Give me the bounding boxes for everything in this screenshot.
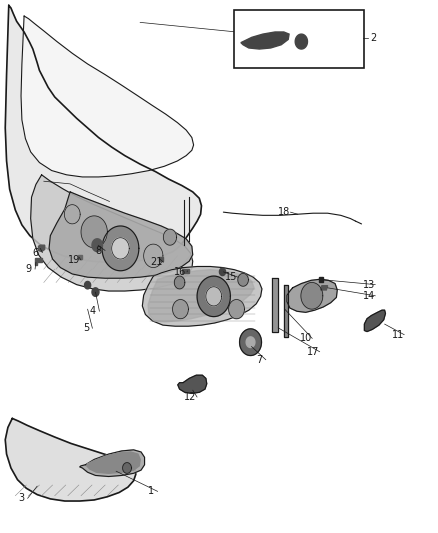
Bar [234, 10, 364, 68]
Polygon shape [178, 375, 207, 393]
Polygon shape [64, 205, 80, 224]
Polygon shape [295, 34, 307, 49]
Polygon shape [112, 238, 129, 259]
Text: 18: 18 [278, 207, 290, 217]
Polygon shape [206, 287, 222, 306]
Polygon shape [80, 450, 145, 477]
Text: 12: 12 [184, 392, 197, 402]
Text: 7: 7 [256, 355, 262, 365]
Polygon shape [173, 300, 188, 319]
Polygon shape [287, 279, 337, 312]
Polygon shape [102, 226, 139, 271]
Polygon shape [144, 244, 163, 268]
Polygon shape [39, 245, 45, 252]
Polygon shape [49, 192, 193, 278]
Text: 15: 15 [225, 272, 237, 282]
Text: 1: 1 [148, 487, 154, 496]
Polygon shape [272, 278, 278, 332]
Polygon shape [85, 281, 91, 289]
Polygon shape [21, 16, 194, 177]
Polygon shape [197, 276, 230, 317]
Polygon shape [246, 337, 255, 348]
Polygon shape [87, 452, 140, 473]
Text: 8: 8 [95, 246, 102, 255]
Polygon shape [5, 418, 136, 501]
Polygon shape [5, 5, 201, 262]
Text: 11: 11 [392, 330, 404, 340]
Polygon shape [238, 273, 248, 286]
Polygon shape [321, 286, 328, 290]
Text: 5: 5 [83, 324, 89, 333]
Polygon shape [163, 229, 177, 245]
Text: 21: 21 [151, 257, 163, 267]
Polygon shape [159, 257, 163, 261]
Text: 17: 17 [307, 347, 319, 357]
Polygon shape [319, 277, 323, 282]
Polygon shape [284, 285, 288, 337]
Text: 16: 16 [174, 267, 187, 277]
Polygon shape [142, 266, 262, 326]
Text: 6: 6 [33, 248, 39, 257]
Text: 10: 10 [300, 334, 312, 343]
Polygon shape [301, 282, 323, 309]
Polygon shape [92, 239, 102, 252]
Polygon shape [81, 216, 107, 248]
Text: 19: 19 [68, 255, 81, 265]
Polygon shape [123, 463, 131, 473]
Text: 4: 4 [90, 306, 96, 316]
Polygon shape [78, 255, 82, 259]
Text: 3: 3 [18, 494, 24, 503]
Text: 9: 9 [25, 264, 32, 274]
Polygon shape [35, 258, 42, 265]
Polygon shape [241, 32, 289, 49]
Polygon shape [219, 268, 226, 276]
Polygon shape [364, 310, 385, 332]
Polygon shape [182, 269, 189, 273]
Text: 2: 2 [370, 34, 376, 43]
Polygon shape [174, 276, 185, 289]
Polygon shape [229, 300, 244, 319]
Polygon shape [31, 175, 193, 291]
Text: 14: 14 [363, 291, 375, 301]
Polygon shape [92, 288, 99, 296]
Polygon shape [240, 329, 261, 356]
Polygon shape [148, 270, 254, 322]
Text: 13: 13 [363, 280, 375, 289]
